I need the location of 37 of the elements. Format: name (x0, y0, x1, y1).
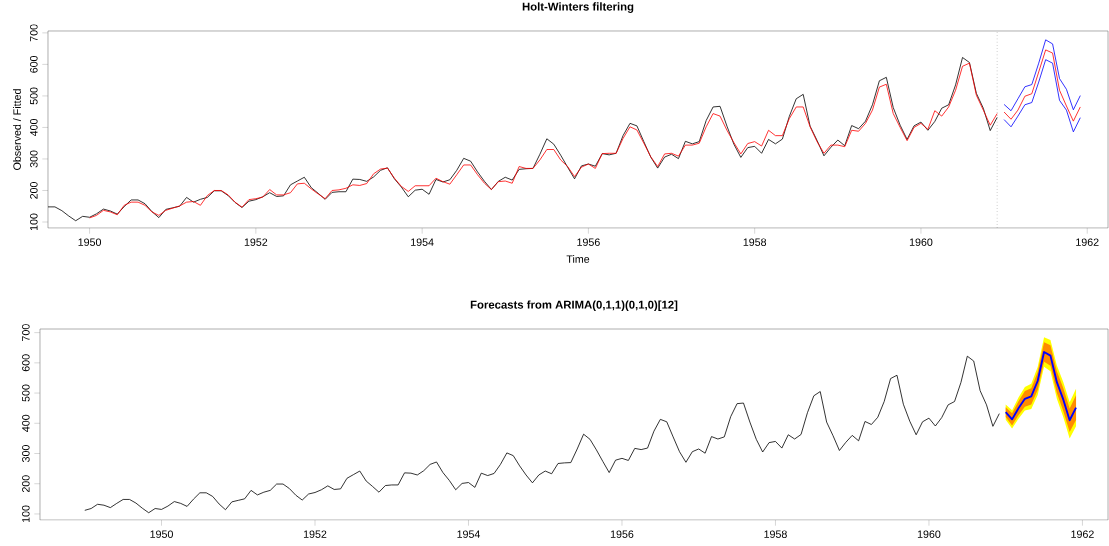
x-tick-label: 1958 (743, 238, 767, 246)
x-tick-label: 1956 (610, 530, 634, 538)
y-tick-label: 300 (30, 150, 38, 168)
line-series (84, 355, 1000, 514)
chart-title: Holt-Winters filtering (522, 2, 634, 13)
y-tick-label: 100 (22, 505, 30, 523)
y-tick-label: 700 (30, 24, 38, 42)
y-tick-label: 500 (30, 87, 38, 105)
y-tick-label: 400 (22, 414, 30, 432)
chart-title: Forecasts from ARIMA(0,1,1)(0,1,0)[12] (470, 300, 678, 311)
x-tick-label: 1952 (244, 238, 268, 246)
x-tick-label: 1950 (78, 238, 102, 246)
x-tick-label: 1962 (1076, 238, 1099, 246)
y-tick-label: 600 (22, 354, 30, 372)
x-tick-label: 1958 (764, 530, 787, 538)
x-tick-label: 1960 (917, 530, 941, 538)
y-tick-label: 600 (30, 55, 38, 73)
x-tick-label: 1954 (411, 238, 434, 246)
x-tick-label: 1956 (577, 238, 600, 246)
x-tick-label: 1952 (303, 530, 327, 538)
x-tick-label: 1954 (457, 530, 481, 538)
x-tick-label: 1950 (150, 530, 173, 538)
x-tick-label: 1960 (909, 238, 933, 246)
line-series (1003, 39, 1081, 112)
line-series (1004, 351, 1077, 422)
line-series (1003, 59, 1081, 133)
y-tick-label: 300 (22, 445, 30, 463)
y-tick-label: 500 (22, 384, 30, 402)
y-tick-label: 100 (30, 213, 38, 231)
y-tick-label: 200 (30, 182, 38, 199)
x-tick-label: 1962 (1071, 530, 1094, 538)
y-tick-label: 700 (22, 324, 30, 341)
x-axis-title: Time (566, 255, 590, 263)
line-series (1003, 49, 1081, 122)
y-tick-label: 200 (22, 475, 30, 493)
y-tick-label: 400 (30, 118, 38, 137)
y-axis-title: Observed / Fitted (13, 89, 21, 170)
